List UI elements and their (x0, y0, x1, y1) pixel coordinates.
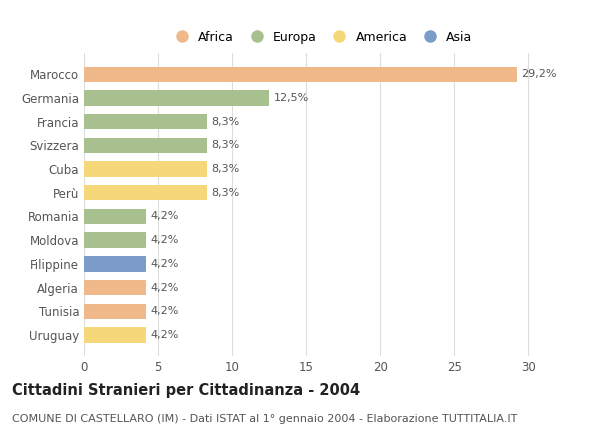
Text: 4,2%: 4,2% (151, 330, 179, 340)
Text: 4,2%: 4,2% (151, 235, 179, 245)
Bar (84, 185, 207, 201)
Bar (84, 280, 146, 295)
Text: 4,2%: 4,2% (151, 212, 179, 221)
Text: Cittadini Stranieri per Cittadinanza - 2004: Cittadini Stranieri per Cittadinanza - 2… (12, 383, 360, 398)
Bar (84, 161, 207, 177)
Text: 4,2%: 4,2% (151, 306, 179, 316)
Text: 8,3%: 8,3% (211, 117, 239, 127)
Legend: Africa, Europa, America, Asia: Africa, Europa, America, Asia (164, 26, 478, 49)
Text: 8,3%: 8,3% (211, 164, 239, 174)
Bar (84, 256, 146, 271)
Bar (84, 90, 269, 106)
Bar (84, 232, 146, 248)
Bar (84, 66, 517, 82)
Text: COMUNE DI CASTELLARO (IM) - Dati ISTAT al 1° gennaio 2004 - Elaborazione TUTTITA: COMUNE DI CASTELLARO (IM) - Dati ISTAT a… (12, 414, 517, 424)
Text: 4,2%: 4,2% (151, 259, 179, 269)
Bar (84, 114, 207, 129)
Text: 12,5%: 12,5% (274, 93, 309, 103)
Text: 8,3%: 8,3% (211, 188, 239, 198)
Bar (84, 304, 146, 319)
Bar (84, 209, 146, 224)
Bar (84, 327, 146, 343)
Text: 29,2%: 29,2% (521, 69, 556, 79)
Bar (84, 138, 207, 153)
Text: 4,2%: 4,2% (151, 282, 179, 293)
Text: 8,3%: 8,3% (211, 140, 239, 150)
